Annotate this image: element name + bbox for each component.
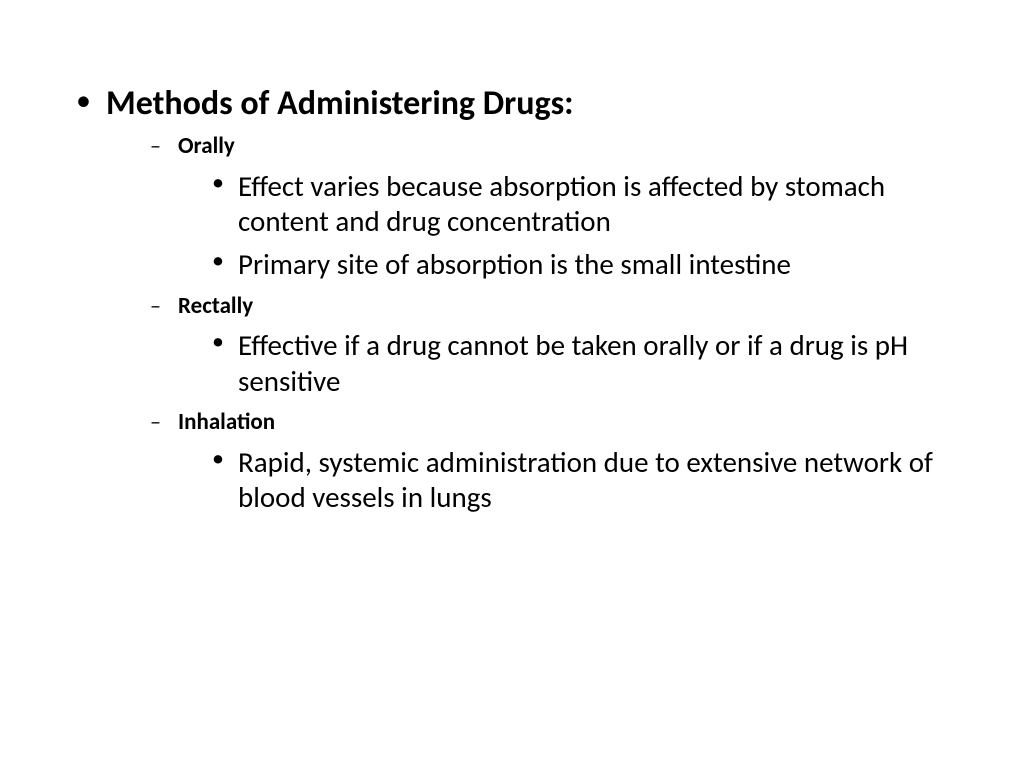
list-item-point: Rapid, systemic administration due to ex…: [210, 445, 954, 516]
sublist: Orally Effect varies because absorption …: [106, 133, 954, 515]
heading-text: Rectally: [178, 292, 253, 320]
point-text: Effect varies because absorption is affe…: [238, 168, 885, 239]
slide: Methods of Administering Drugs: Orally E…: [0, 0, 1024, 768]
list-item-title: Methods of Administering Drugs: Orally E…: [70, 84, 954, 516]
bullet-list: Methods of Administering Drugs: Orally E…: [70, 84, 954, 516]
list-item-point: Effective if a drug cannot be taken oral…: [210, 328, 954, 399]
list-item-heading: Inhalation: [148, 409, 954, 437]
point-text: Rapid, systemic administration due to ex…: [238, 444, 933, 515]
list-item-point: Primary site of absorption is the small …: [210, 247, 954, 282]
list-item-heading: Rectally: [148, 293, 954, 321]
point-text: Primary site of absorption is the small …: [238, 246, 791, 282]
list-item-heading: Orally: [148, 133, 954, 161]
list-item-point: Effect varies because absorption is affe…: [210, 169, 954, 240]
heading-text: Orally: [178, 132, 235, 160]
heading-text: Inhalation: [178, 408, 275, 436]
title-text: Methods of Administering Drugs:: [106, 83, 574, 124]
point-text: Effective if a drug cannot be taken oral…: [238, 327, 908, 398]
